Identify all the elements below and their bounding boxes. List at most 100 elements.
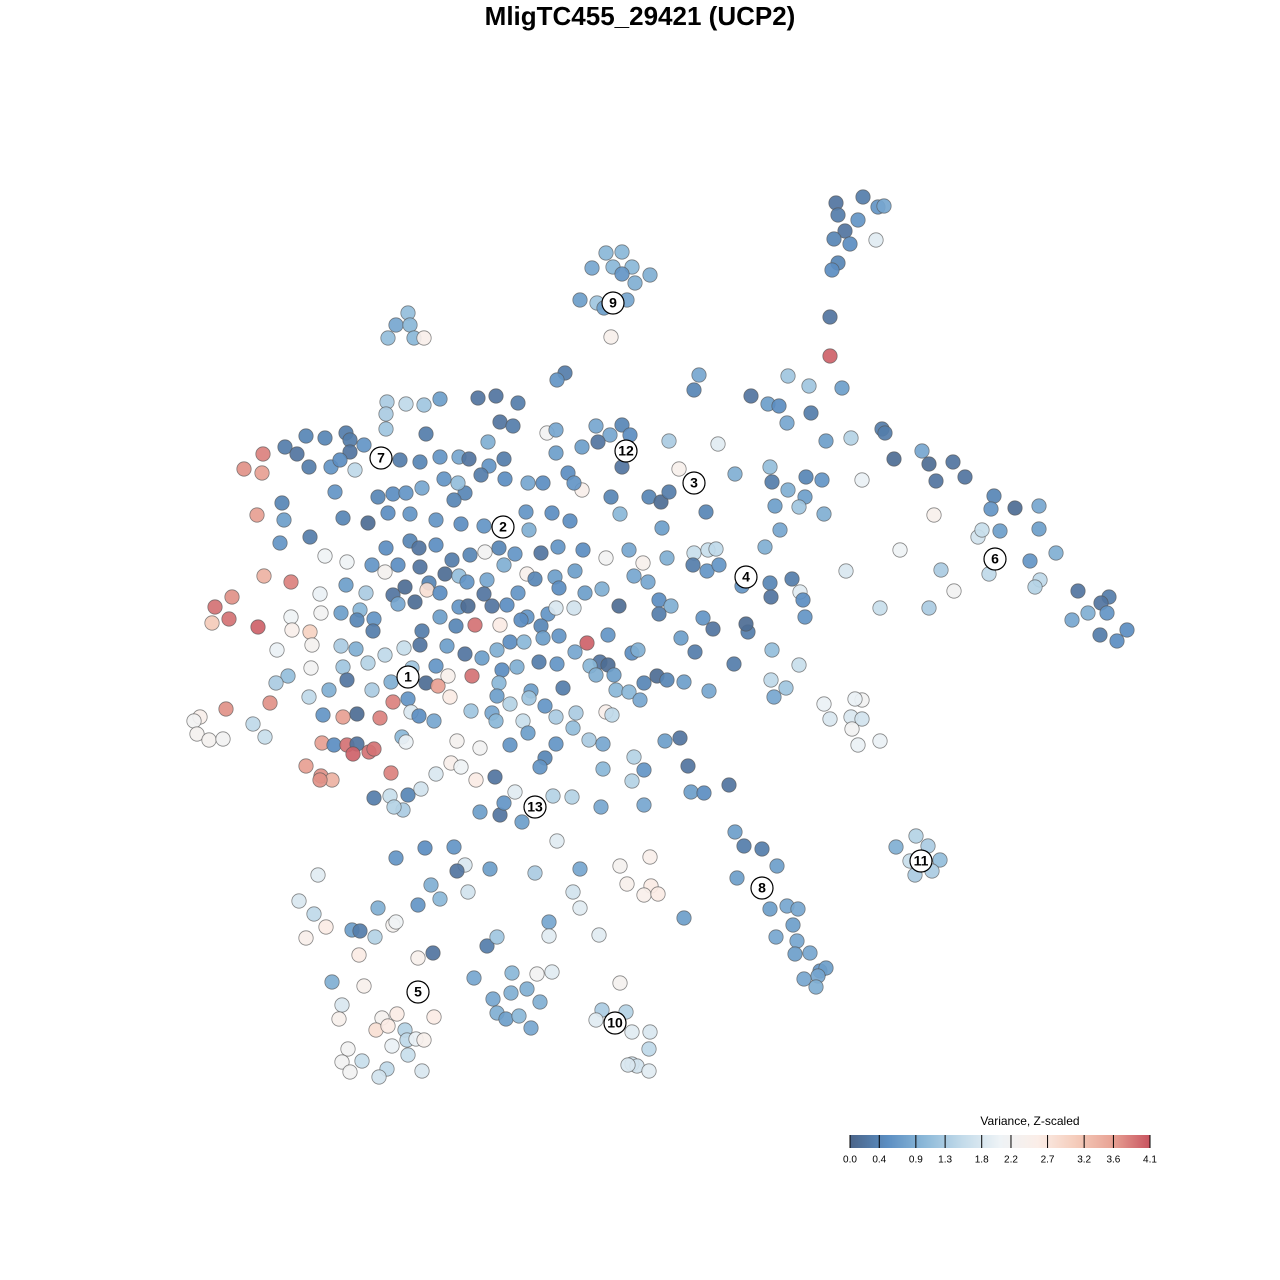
point — [650, 886, 666, 902]
point — [568, 705, 584, 721]
point — [523, 1020, 539, 1036]
point — [494, 662, 510, 678]
point — [428, 658, 444, 674]
point — [659, 550, 675, 566]
point — [224, 589, 240, 605]
point — [510, 585, 526, 601]
point — [785, 917, 801, 933]
colorbar-tick-label: 1.8 — [975, 1155, 989, 1166]
point — [489, 929, 505, 945]
colorbar-tick-label: 0.0 — [843, 1155, 857, 1166]
point — [510, 395, 526, 411]
point — [418, 426, 434, 442]
point — [306, 906, 322, 922]
cluster-marker — [406, 980, 430, 1004]
point — [888, 839, 904, 855]
point — [621, 542, 637, 558]
point — [872, 733, 888, 749]
point — [854, 472, 870, 488]
point — [304, 637, 320, 653]
point — [502, 696, 518, 712]
point — [274, 495, 290, 511]
point — [453, 516, 469, 532]
cluster-label: 3 — [690, 475, 698, 491]
point — [272, 535, 288, 551]
point — [803, 405, 819, 421]
point — [318, 919, 334, 935]
cluster-label: 1 — [404, 669, 412, 685]
point — [397, 579, 413, 595]
point — [480, 434, 496, 450]
point — [537, 698, 553, 714]
point — [389, 1006, 405, 1022]
point — [850, 212, 866, 228]
point — [390, 557, 406, 573]
cluster-label: 12 — [618, 443, 634, 459]
point — [551, 580, 567, 596]
point — [653, 494, 669, 510]
point — [342, 1064, 358, 1080]
point — [584, 260, 600, 276]
point — [541, 928, 557, 944]
point — [473, 467, 489, 483]
point — [676, 910, 692, 926]
point — [928, 473, 944, 489]
point — [464, 668, 480, 684]
point — [459, 574, 475, 590]
point — [283, 574, 299, 590]
point — [1007, 500, 1023, 516]
point — [489, 642, 505, 658]
point — [255, 446, 271, 462]
point — [513, 612, 529, 628]
point — [448, 618, 464, 634]
point — [837, 223, 853, 239]
point — [789, 933, 805, 949]
point — [795, 592, 811, 608]
point — [572, 861, 588, 877]
point — [680, 758, 696, 774]
point — [426, 713, 442, 729]
point — [462, 547, 478, 563]
point — [402, 317, 418, 333]
colorbar-title: Variance, Z-scaled — [980, 1114, 1079, 1128]
point — [218, 701, 234, 717]
point — [457, 646, 473, 662]
point — [333, 605, 349, 621]
point — [354, 1053, 370, 1069]
point — [778, 680, 794, 696]
point — [632, 692, 648, 708]
point — [1031, 498, 1047, 514]
point — [854, 711, 870, 727]
point — [780, 482, 796, 498]
point — [640, 574, 656, 590]
point — [370, 900, 386, 916]
point — [245, 716, 261, 732]
cluster-marker — [523, 795, 547, 819]
point — [711, 557, 727, 573]
point — [412, 559, 428, 575]
point — [317, 430, 333, 446]
point — [921, 456, 937, 472]
point — [302, 624, 318, 640]
point — [636, 762, 652, 778]
point — [400, 691, 416, 707]
point — [705, 621, 721, 637]
point — [468, 772, 484, 788]
point — [701, 683, 717, 699]
point — [1080, 605, 1096, 621]
point — [444, 552, 460, 568]
point — [784, 571, 800, 587]
point — [324, 974, 340, 990]
point — [254, 465, 270, 481]
point — [411, 540, 427, 556]
point — [511, 1008, 527, 1024]
point — [687, 644, 703, 660]
point — [566, 475, 582, 491]
point — [377, 647, 393, 663]
point — [428, 537, 444, 553]
point — [388, 850, 404, 866]
point — [388, 914, 404, 930]
point — [598, 550, 614, 566]
point — [485, 991, 501, 1007]
point — [983, 501, 999, 517]
